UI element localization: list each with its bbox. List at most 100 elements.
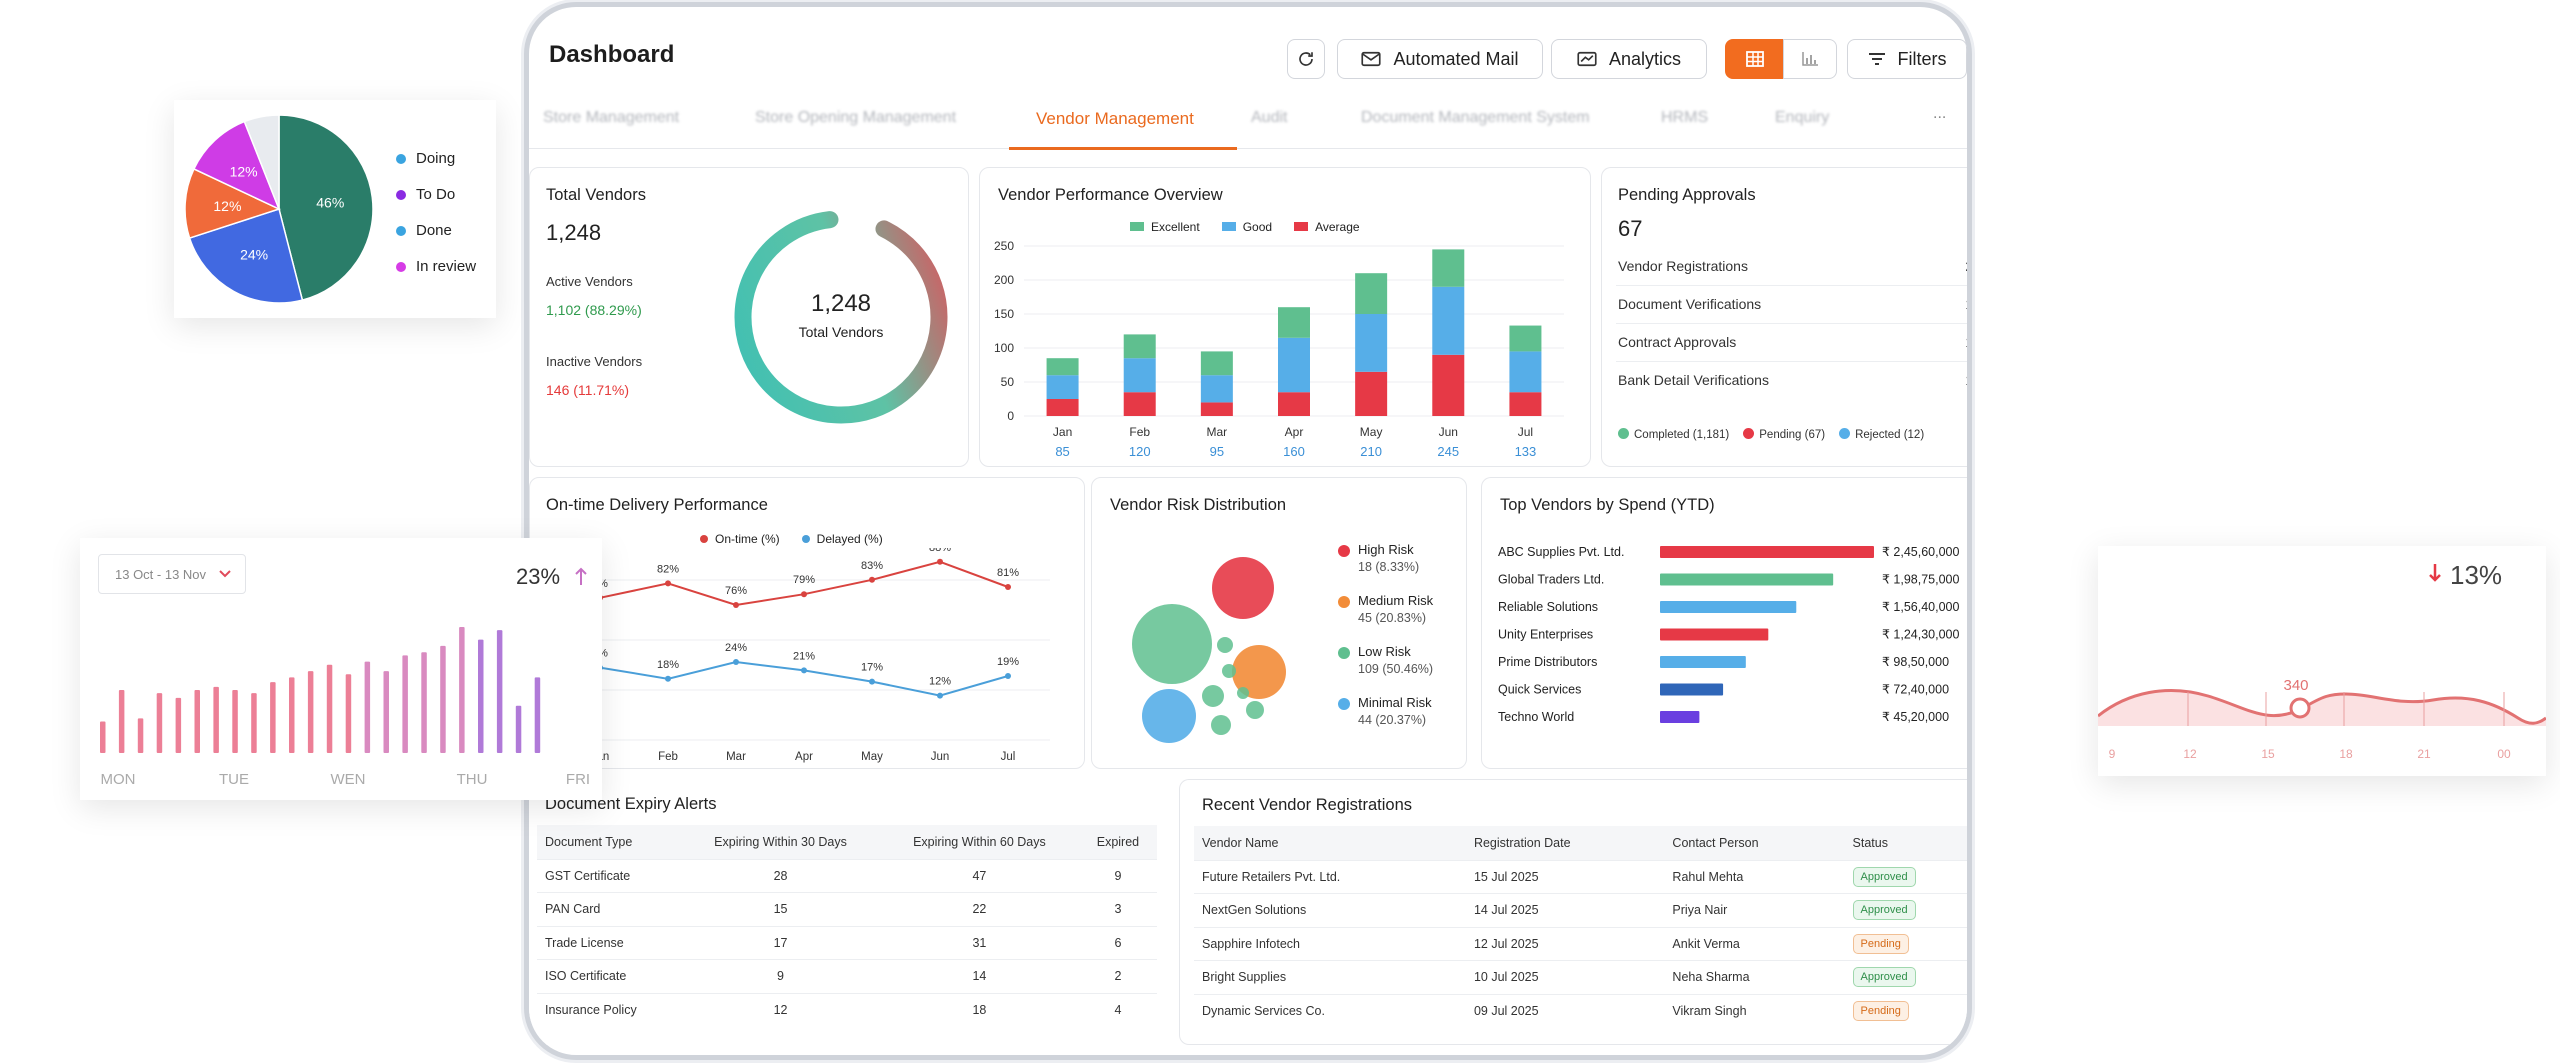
table-row[interactable]: ISO Certificate 9 14 2	[537, 959, 1157, 993]
performance-legend: Excellent Good Average	[1130, 220, 1360, 234]
status-badge: Approved	[1852, 866, 1916, 887]
vendor-name-label: Reliable Solutions	[1498, 600, 1598, 614]
table-cell: 28	[681, 858, 880, 893]
y-tick-label: 150	[994, 307, 1014, 321]
bar-total-label: 95	[1210, 444, 1224, 459]
table-cell: PAN Card	[537, 892, 682, 926]
total-vendors-card: Total Vendors 1,248 Active Vendors 1,102…	[529, 167, 969, 467]
table-row[interactable]: Insurance Policy 12 18 4	[537, 992, 1157, 1027]
vendor-name-label: ABC Supplies Pvt. Ltd.	[1498, 545, 1624, 559]
bar-total-label: 160	[1283, 444, 1305, 459]
tab-store-opening-management[interactable]: Store Opening Management	[755, 109, 957, 126]
data-label: 12%	[929, 676, 951, 688]
automated-mail-button[interactable]: Automated Mail	[1337, 39, 1543, 79]
pie-legend-label: In review	[416, 258, 477, 275]
more-tabs-button[interactable]: ...	[1933, 105, 1947, 122]
risk-distribution-title: Vendor Risk Distribution	[1110, 496, 1287, 514]
table-row[interactable]: NextGen Solutions 14 Jul 2025 Priya Nair Ap…	[1194, 893, 1967, 927]
vendor-performance-card: Vendor Performance Overview Excellent Go…	[979, 167, 1591, 467]
ring-center-label: Total Vendors	[798, 324, 884, 340]
table-cell: 15	[681, 892, 880, 926]
bubble-small-1	[1217, 637, 1233, 653]
legend-delayed: Delayed (%)	[801, 532, 883, 546]
table-row[interactable]: Future Retailers Pvt. Ltd. 15 Jul 2025 Rah…	[1194, 859, 1967, 894]
table-row[interactable]: GST Certificate 28 47 9	[537, 858, 1157, 893]
pie-legend-label: Doing	[416, 150, 456, 167]
x-tick-label: Jun	[1439, 425, 1458, 439]
risk-value: 45 (20.83%)	[1358, 611, 1427, 625]
bubble-medium-risk	[1232, 645, 1286, 699]
tab-audit[interactable]: Audit	[1251, 109, 1288, 126]
bar-excellent	[1046, 358, 1079, 376]
peak-value-label: 340	[2283, 677, 2308, 694]
row-divider	[1616, 323, 1967, 324]
risk-label: Low Risk	[1358, 644, 1411, 659]
table-cell: Rahul Mehta	[1664, 859, 1845, 894]
pending-approvals-value: 67	[1618, 216, 1643, 241]
module-tabs: Store Management Store Opening Managemen…	[529, 93, 1967, 150]
bar-average	[1355, 371, 1388, 416]
data-point	[801, 667, 807, 674]
status-badge: Approved	[1852, 900, 1916, 921]
table-row[interactable]: Trade License 17 31 6	[537, 925, 1157, 960]
x-tick-label: 21	[2417, 747, 2431, 761]
table-cell: 9	[681, 959, 880, 993]
pie-slice	[278, 114, 374, 301]
day-label: WEN	[331, 771, 366, 788]
weekly-bar	[213, 686, 219, 753]
bar-average	[1278, 392, 1310, 416]
tab-store-management[interactable]: Store Management	[543, 109, 680, 126]
legend-on-time-label: On-time (%)	[715, 532, 780, 546]
weekly-bar-chart: MON TUE WEN THU FRI	[100, 627, 590, 788]
table-cell: 14	[879, 959, 1079, 993]
table-row[interactable]: Sapphire Infotech 12 Jul 2025 Ankit Verma P…	[1194, 926, 1967, 961]
x-tick-label: Jun	[931, 751, 950, 763]
data-point	[869, 576, 875, 583]
table-row[interactable]: PAN Card 15 22 3	[537, 892, 1157, 926]
bar-excellent	[1123, 334, 1156, 359]
y-tick-label: 100	[994, 341, 1014, 355]
refresh-button[interactable]	[1287, 39, 1325, 79]
filters-button[interactable]: Filters	[1847, 39, 1967, 79]
spend-bar	[1660, 656, 1746, 668]
data-label: 76%	[725, 585, 747, 597]
data-point	[869, 678, 875, 685]
tab-document-management-system[interactable]: Document Management System	[1361, 109, 1590, 126]
weekly-bars-widget: 13 Oct - 13 Nov 23% MON TUE WEN THU FRI	[80, 538, 602, 800]
tab-vendor-management[interactable]: Vendor Management	[1036, 109, 1194, 128]
analytics-label: Analytics	[1608, 48, 1682, 69]
tab-enquiry[interactable]: Enquiry	[1775, 109, 1830, 126]
status-cell: Approved	[1844, 893, 1967, 927]
weekly-bar	[496, 630, 503, 753]
inactive-vendors-value: 146 (11.71%)	[546, 382, 630, 398]
chart-view-button[interactable]	[1783, 39, 1837, 79]
grid-view-button[interactable]	[1725, 39, 1785, 79]
performance-bar-chart: 0 50 100 150 200 250 Jan 85 Feb 120 Mar 95 Apr 160 May…	[994, 239, 1564, 459]
table-row[interactable]: Dynamic Services Co. 09 Jul 2025 Vikram Si…	[1194, 993, 1967, 1028]
x-tick-label: Jul	[1518, 425, 1533, 439]
legend-completed: Completed (1,181)	[1618, 428, 1729, 441]
analytics-button[interactable]: Analytics	[1551, 39, 1707, 79]
legend-average-label: Average	[1315, 220, 1360, 234]
bar-excellent	[1355, 273, 1388, 314]
bar-average	[1432, 354, 1465, 416]
bar-excellent	[1432, 249, 1465, 287]
legend-completed-label: Completed (1,181)	[1634, 429, 1730, 441]
total-vendors-value: 1,248	[546, 220, 602, 245]
weekly-bar	[459, 627, 465, 753]
total-vendors-title: Total Vendors	[546, 186, 646, 204]
tab-hrms[interactable]: HRMS	[1661, 109, 1709, 126]
grid-view-icon	[1746, 51, 1764, 67]
pending-approvals-title: Pending Approvals	[1618, 186, 1756, 204]
table-cell: 9	[1078, 858, 1157, 893]
risk-label: Medium Risk	[1358, 593, 1434, 608]
bar-total-label: 245	[1437, 444, 1459, 459]
legend-pending: Pending (67)	[1743, 428, 1825, 441]
pie-slice	[243, 114, 280, 210]
data-point	[1005, 673, 1011, 679]
x-tick-label: Jul	[1001, 751, 1016, 763]
bar-total-label: 133	[1515, 444, 1537, 459]
date-range-select[interactable]: 13 Oct - 13 Nov	[98, 554, 246, 594]
pie-legend-label: To Do	[416, 186, 456, 203]
table-row[interactable]: Bright Supplies 10 Jul 2025 Neha Sharma App…	[1194, 960, 1967, 994]
